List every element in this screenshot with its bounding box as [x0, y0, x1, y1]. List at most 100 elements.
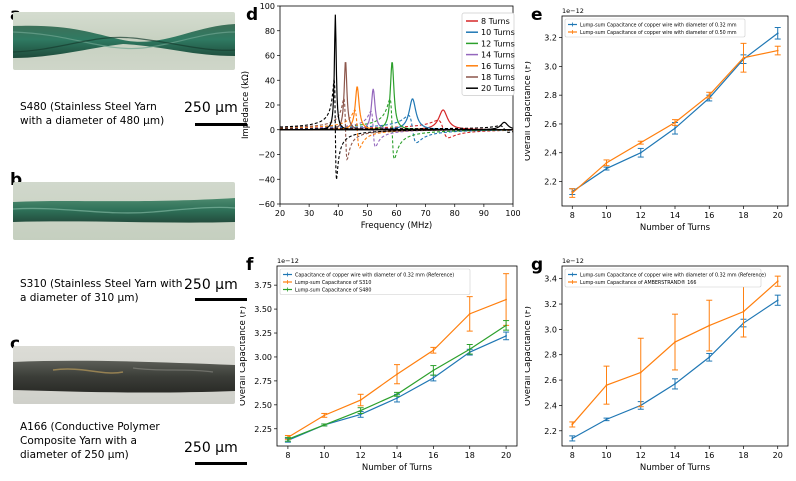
caption-s480: S480 (Stainless Steel Yarn with a diamete…: [20, 101, 165, 127]
data-point: [468, 312, 471, 315]
x-tick-label: 16: [704, 451, 714, 460]
y-tick-label: 3.75: [254, 281, 272, 290]
data-point: [396, 393, 398, 396]
panel-letter-g: g: [531, 255, 544, 275]
y-tick-label: 2.6: [544, 120, 557, 129]
legend-box: [461, 12, 515, 96]
chart-g-capacitance: 8 10 12 14 16 18 20 2.2 2.4 2.6 2.8 3.0 3.2 3.4 Number…: [525, 257, 789, 473]
curve-real-extra: [280, 121, 513, 131]
y-tick-label: 2.8: [544, 351, 557, 360]
data-point: [776, 280, 779, 283]
data-point: [432, 377, 435, 379]
data-point: [359, 409, 362, 412]
chart-e-capacitance: 8 10 12 14 16 18 20 2.2 2.4 2.6 2.8 3.0 3.2 Number of…: [525, 7, 789, 233]
y-tick-label: 3.0: [544, 62, 557, 71]
legend-entry: Lump-sum Capacitance of copper wire with…: [580, 23, 737, 29]
x-tick-label: 20: [275, 209, 285, 218]
x-tick-label: 8: [570, 451, 575, 460]
chart-f-capacitance: 8 10 12 14 16 18 20 2.25 2.50 2.75 3.00 3.25 3.50 3.7…: [240, 257, 518, 473]
legend-entry: Lump-sum Capacitance of copper wire with…: [580, 30, 737, 36]
data-point: [742, 310, 745, 313]
data-point: [287, 438, 289, 441]
axis-exponent-label: 1e−12: [277, 257, 299, 265]
data-point: [323, 414, 326, 417]
y-tick-label: 20: [265, 101, 275, 110]
legend-entry: 16 Turns: [481, 62, 515, 71]
y-tick-label: −20: [258, 151, 275, 160]
x-tick-label: 16: [704, 211, 714, 220]
data-point: [639, 151, 642, 154]
legend-entry: 12 Turns: [481, 39, 515, 48]
x-axis-label: Number of Turns: [362, 463, 433, 473]
y-tick-label: 3.4: [544, 275, 557, 284]
scale-bar-c: [195, 462, 247, 465]
legend-entry: Lump-sum Capacitance of copper wire with…: [580, 273, 766, 279]
y-tick-label: 2.2: [544, 427, 557, 436]
x-tick-label: 8: [285, 451, 290, 460]
data-point: [605, 161, 608, 164]
y-tick-label: 2.4: [544, 401, 557, 410]
legend-box: [564, 268, 762, 288]
x-tick-label: 50: [362, 209, 372, 218]
legend-entry: 10 Turns: [481, 28, 515, 37]
data-point: [605, 384, 608, 387]
data-point: [323, 424, 326, 426]
data-point: [396, 373, 398, 376]
x-tick-label: 40: [333, 209, 343, 218]
x-tick-label: 90: [479, 209, 489, 218]
x-tick-label: 10: [601, 211, 611, 220]
data-point: [708, 94, 711, 97]
y-tick-label: −60: [258, 200, 275, 209]
y-tick-label: 2.8: [544, 91, 557, 100]
scale-label-a: 250 µm: [184, 100, 238, 116]
y-tick-label: 80: [265, 27, 275, 36]
series-line-0: [287, 335, 507, 441]
x-axis-label: Number of Turns: [640, 463, 711, 473]
x-tick-label: 60: [391, 209, 401, 218]
x-tick-label: 10: [319, 451, 329, 460]
y-tick-label: 2.4: [544, 149, 557, 158]
scale-bar-b: [195, 298, 247, 301]
data-point: [708, 356, 711, 359]
axes-frame: [561, 15, 789, 207]
data-point: [674, 341, 676, 343]
x-tick-label: 100: [505, 209, 520, 218]
legend-entry: Lump-sum Capacitance of S480: [295, 288, 371, 294]
data-point: [505, 324, 507, 327]
y-tick-label: 2.75: [254, 377, 272, 386]
plot-area-d: [280, 14, 513, 180]
data-point: [468, 348, 471, 351]
curve-imag-series-0: [280, 119, 513, 139]
data-point: [571, 423, 574, 426]
y-tick-label: 2.25: [254, 425, 272, 434]
scale-label-b: 250 µm: [184, 277, 238, 293]
x-tick-label: 20: [501, 451, 511, 460]
yarn-micrograph-a166: [13, 346, 235, 404]
data-point: [571, 192, 574, 194]
y-tick-label: 3.2: [544, 300, 557, 309]
legend-entry: 18 Turns: [481, 73, 515, 82]
data-point: [776, 32, 779, 35]
caption-s310: S310 (Stainless Steel Yarn with a diamete…: [20, 278, 183, 304]
data-point: [639, 371, 642, 374]
data-point: [432, 349, 435, 352]
yarn-micrograph-s480: [13, 12, 235, 70]
legend-box: [279, 268, 471, 295]
y-tick-label: 3.0: [544, 325, 557, 334]
data-point: [359, 399, 362, 401]
legend-box: [564, 18, 746, 38]
data-point: [505, 334, 507, 337]
x-tick-label: 12: [636, 451, 646, 460]
y-tick-label: 60: [265, 52, 275, 61]
x-tick-label: 70: [421, 209, 431, 218]
x-tick-label: 14: [392, 451, 402, 460]
y-axis-label: Overall Capacitance (F): [525, 306, 533, 406]
legend-entry: 14 Turns: [481, 51, 515, 60]
data-point: [396, 397, 398, 400]
data-point: [571, 437, 574, 440]
x-tick-label: 18: [465, 451, 475, 460]
y-tick-label: 3.00: [254, 353, 272, 362]
panel-letter-c: c: [10, 334, 21, 354]
y-tick-label: 3.2: [544, 34, 557, 43]
legend-entry: 20 Turns: [481, 84, 515, 93]
